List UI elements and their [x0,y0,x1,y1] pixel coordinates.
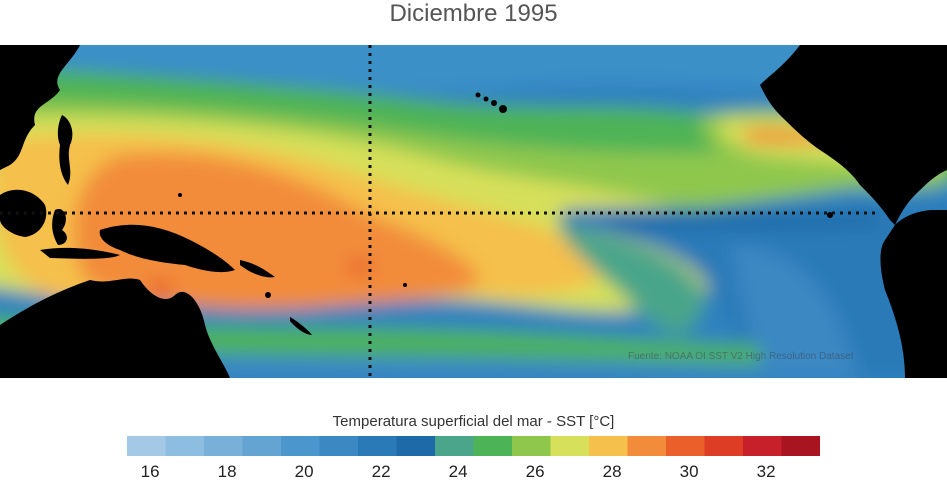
land-new-caledonia [290,317,312,335]
land-borneo [0,189,47,237]
colorbar-swatch [319,436,359,456]
reference-lines [0,45,880,378]
land-philippines [57,115,73,185]
colorbar-swatch [204,436,243,456]
land-australia [0,278,230,378]
colorbar-swatch [242,436,282,456]
colorbar-swatch [358,436,397,456]
colorbar-swatch [550,436,590,456]
colorbar-swatch [396,436,436,456]
colorbar-swatch [704,436,744,456]
land-caribbean [860,87,920,97]
data-source-credit: Fuente: NOAA OI SST V2 High Resolution D… [628,351,854,362]
colorbar [127,436,820,456]
land-new-guinea [99,224,235,273]
colorbar-tick-label: 18 [217,462,237,481]
map-title: Diciembre 1995 [389,0,558,27]
colorbar-tick-label: 32 [756,462,776,481]
colorbar-tick-label: 22 [371,462,391,481]
land-indonesia-islands [40,247,120,259]
colorbar-swatch [781,436,820,456]
colorbar-swatch [589,436,628,456]
colorbar-swatch [743,436,782,456]
land-masses [0,45,947,378]
colorbar-tick-label: 16 [140,462,160,481]
colorbar-swatch [165,436,205,456]
colorbar-swatch [473,436,513,456]
colorbar-tick-label: 26 [525,462,545,481]
colorbar-swatch [627,436,667,456]
land-asia [0,45,80,170]
land-solomon [240,260,275,278]
colorbar-swatch [435,436,474,456]
colorbar-tick-label: 20 [294,462,314,481]
colorbar-swatch [666,436,705,456]
colorbar-tick-label: 30 [679,462,699,481]
land-sulawesi [52,209,67,245]
sst-map [0,45,947,378]
colorbar-swatch [512,436,551,456]
colorbar-tick-label: 28 [602,462,622,481]
colorbar-swatch [127,436,166,456]
land-hawaii [475,92,507,113]
colorbar-title: Temperatura superficial del mar - SST [°… [332,413,615,430]
land-south-america [880,210,947,378]
colorbar-swatch [281,436,320,456]
colorbar-tick-label: 24 [448,462,468,481]
